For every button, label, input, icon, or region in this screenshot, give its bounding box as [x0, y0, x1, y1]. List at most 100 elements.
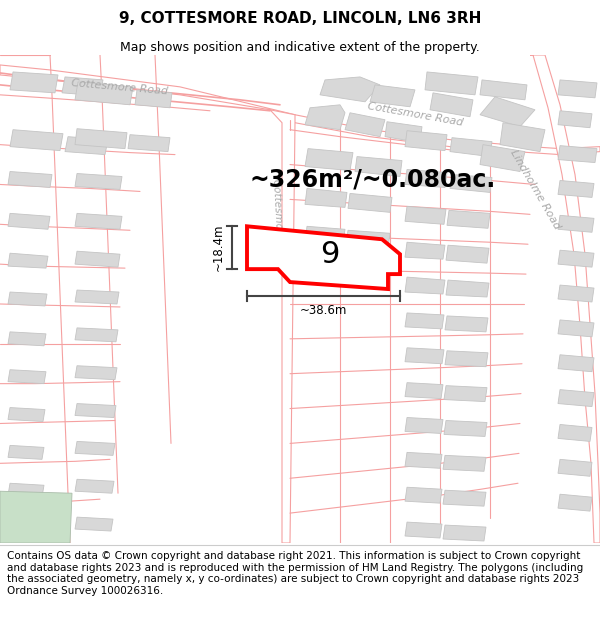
Polygon shape	[305, 189, 347, 208]
Polygon shape	[558, 181, 594, 198]
Polygon shape	[558, 146, 597, 162]
Polygon shape	[446, 245, 489, 263]
Polygon shape	[443, 456, 486, 471]
Polygon shape	[8, 408, 45, 421]
Polygon shape	[270, 110, 295, 543]
Polygon shape	[305, 105, 345, 130]
Text: ~38.6m: ~38.6m	[300, 304, 347, 317]
Polygon shape	[290, 115, 600, 154]
Polygon shape	[65, 137, 108, 154]
Text: 9, COTTESMORE ROAD, LINCOLN, LN6 3RH: 9, COTTESMORE ROAD, LINCOLN, LN6 3RH	[119, 11, 481, 26]
Polygon shape	[8, 213, 50, 229]
Polygon shape	[444, 386, 487, 402]
Polygon shape	[405, 169, 447, 187]
Polygon shape	[558, 250, 594, 267]
Polygon shape	[346, 230, 390, 248]
Polygon shape	[75, 251, 120, 267]
Polygon shape	[558, 216, 594, 232]
Polygon shape	[480, 97, 535, 127]
Polygon shape	[405, 242, 445, 259]
Polygon shape	[75, 328, 118, 342]
Polygon shape	[75, 479, 114, 493]
Polygon shape	[8, 446, 44, 459]
Polygon shape	[345, 112, 385, 137]
Polygon shape	[348, 193, 392, 213]
Polygon shape	[8, 253, 48, 268]
Polygon shape	[530, 55, 600, 543]
Polygon shape	[405, 348, 444, 364]
Text: Map shows position and indicative extent of the property.: Map shows position and indicative extent…	[120, 41, 480, 54]
Polygon shape	[445, 316, 488, 332]
Polygon shape	[75, 129, 127, 149]
Text: ~18.4m: ~18.4m	[212, 224, 225, 271]
Polygon shape	[305, 226, 345, 244]
Polygon shape	[8, 521, 44, 535]
Polygon shape	[385, 122, 422, 142]
Polygon shape	[8, 292, 47, 306]
Polygon shape	[75, 366, 117, 379]
Polygon shape	[135, 90, 172, 108]
Polygon shape	[558, 355, 594, 372]
Text: Cottesmore Road: Cottesmore Road	[71, 78, 169, 96]
Polygon shape	[480, 144, 525, 171]
Polygon shape	[446, 280, 489, 297]
Polygon shape	[500, 122, 545, 152]
Polygon shape	[10, 72, 58, 93]
Polygon shape	[247, 226, 400, 289]
Polygon shape	[75, 213, 122, 229]
Polygon shape	[10, 130, 63, 151]
Polygon shape	[447, 211, 490, 228]
Polygon shape	[405, 382, 443, 399]
Polygon shape	[8, 483, 44, 498]
Polygon shape	[558, 494, 592, 511]
Polygon shape	[405, 418, 443, 434]
Polygon shape	[405, 488, 442, 503]
Polygon shape	[405, 277, 445, 294]
Polygon shape	[425, 72, 478, 95]
Polygon shape	[558, 285, 594, 302]
Text: ~326m²/~0.080ac.: ~326m²/~0.080ac.	[250, 168, 496, 191]
Text: Contains OS data © Crown copyright and database right 2021. This information is : Contains OS data © Crown copyright and d…	[7, 551, 583, 596]
Polygon shape	[128, 134, 170, 152]
Polygon shape	[62, 77, 103, 96]
Polygon shape	[450, 174, 492, 192]
Polygon shape	[450, 138, 492, 157]
Polygon shape	[405, 313, 444, 329]
Polygon shape	[75, 290, 119, 304]
Polygon shape	[558, 459, 592, 476]
Polygon shape	[0, 65, 295, 120]
Polygon shape	[8, 370, 46, 384]
Polygon shape	[75, 82, 133, 105]
Polygon shape	[405, 452, 442, 468]
Polygon shape	[355, 157, 402, 176]
Text: 9: 9	[320, 239, 340, 269]
Polygon shape	[75, 441, 115, 456]
Polygon shape	[558, 389, 594, 406]
Polygon shape	[0, 55, 600, 543]
Polygon shape	[0, 491, 72, 543]
Polygon shape	[443, 490, 486, 506]
Polygon shape	[75, 517, 113, 531]
Polygon shape	[8, 332, 46, 346]
Polygon shape	[405, 206, 446, 224]
Polygon shape	[558, 320, 594, 337]
Polygon shape	[430, 93, 473, 117]
Polygon shape	[305, 149, 353, 171]
Polygon shape	[480, 80, 527, 100]
Polygon shape	[558, 80, 597, 98]
Polygon shape	[444, 421, 487, 436]
Polygon shape	[405, 131, 447, 151]
Polygon shape	[75, 174, 122, 189]
Polygon shape	[443, 525, 486, 541]
Text: Lindholme Road: Lindholme Road	[508, 148, 562, 231]
Polygon shape	[558, 424, 592, 441]
Text: Cottesmore Road: Cottesmore Road	[271, 179, 286, 270]
Text: Cottesmore Road: Cottesmore Road	[367, 101, 464, 128]
Polygon shape	[75, 404, 116, 418]
Polygon shape	[320, 77, 380, 102]
Polygon shape	[370, 85, 415, 107]
Polygon shape	[405, 522, 442, 538]
Polygon shape	[558, 111, 592, 128]
Polygon shape	[8, 171, 52, 187]
Polygon shape	[445, 351, 488, 367]
